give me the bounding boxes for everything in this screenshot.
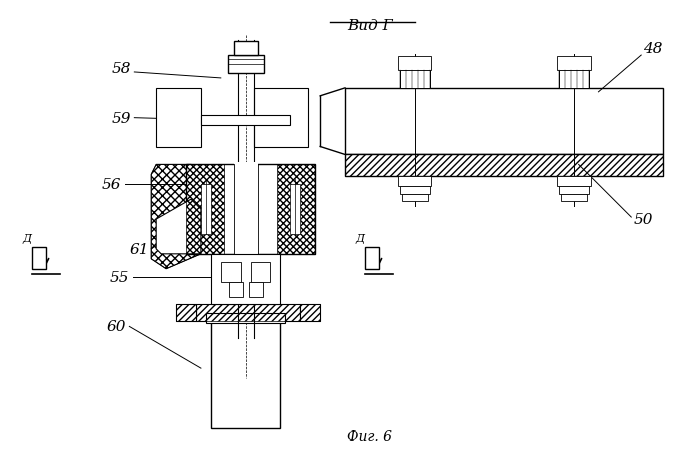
Bar (201, 116, 290, 125)
Polygon shape (151, 165, 201, 269)
Bar (254, 89, 308, 148)
Bar (186, 165, 224, 254)
Bar (229, 282, 243, 297)
Bar (206, 314, 285, 324)
Bar (176, 304, 196, 322)
Bar (211, 254, 280, 304)
Bar (156, 89, 201, 148)
Bar (186, 165, 315, 254)
Bar (400, 71, 429, 89)
Bar (290, 185, 301, 234)
Bar (345, 89, 663, 155)
Text: 55: 55 (110, 270, 129, 284)
Bar (301, 304, 320, 322)
Bar (365, 248, 379, 269)
Text: Д: Д (355, 233, 364, 243)
Bar (561, 195, 586, 202)
Bar (301, 304, 320, 322)
Bar (400, 187, 429, 195)
Text: Фиг. 6: Фиг. 6 (347, 429, 392, 443)
Text: 60: 60 (106, 320, 126, 334)
Bar (345, 155, 663, 177)
Bar (559, 187, 589, 195)
Bar (32, 248, 46, 269)
Text: 48: 48 (643, 42, 663, 56)
Text: 56: 56 (101, 178, 121, 192)
Bar (402, 195, 428, 202)
Text: 50: 50 (633, 212, 653, 227)
Bar (233, 163, 257, 256)
Bar (345, 155, 663, 177)
Bar (221, 262, 240, 282)
Bar (176, 304, 196, 322)
Bar (201, 185, 211, 234)
Polygon shape (156, 200, 201, 254)
Bar (196, 304, 301, 322)
Bar (278, 165, 315, 254)
Bar (398, 57, 431, 71)
Bar (398, 177, 431, 187)
Bar (228, 56, 264, 74)
Bar (196, 304, 301, 322)
Text: 59: 59 (111, 111, 131, 126)
Bar (233, 42, 257, 56)
Bar (249, 282, 263, 297)
Bar (556, 57, 591, 71)
Bar (556, 177, 591, 187)
Text: Вид Г: Вид Г (347, 19, 393, 33)
Bar (211, 322, 280, 428)
Bar (251, 262, 271, 282)
Text: Д: Д (22, 233, 31, 243)
Text: 58: 58 (111, 62, 131, 76)
Text: 61: 61 (129, 243, 149, 256)
Bar (559, 71, 589, 89)
